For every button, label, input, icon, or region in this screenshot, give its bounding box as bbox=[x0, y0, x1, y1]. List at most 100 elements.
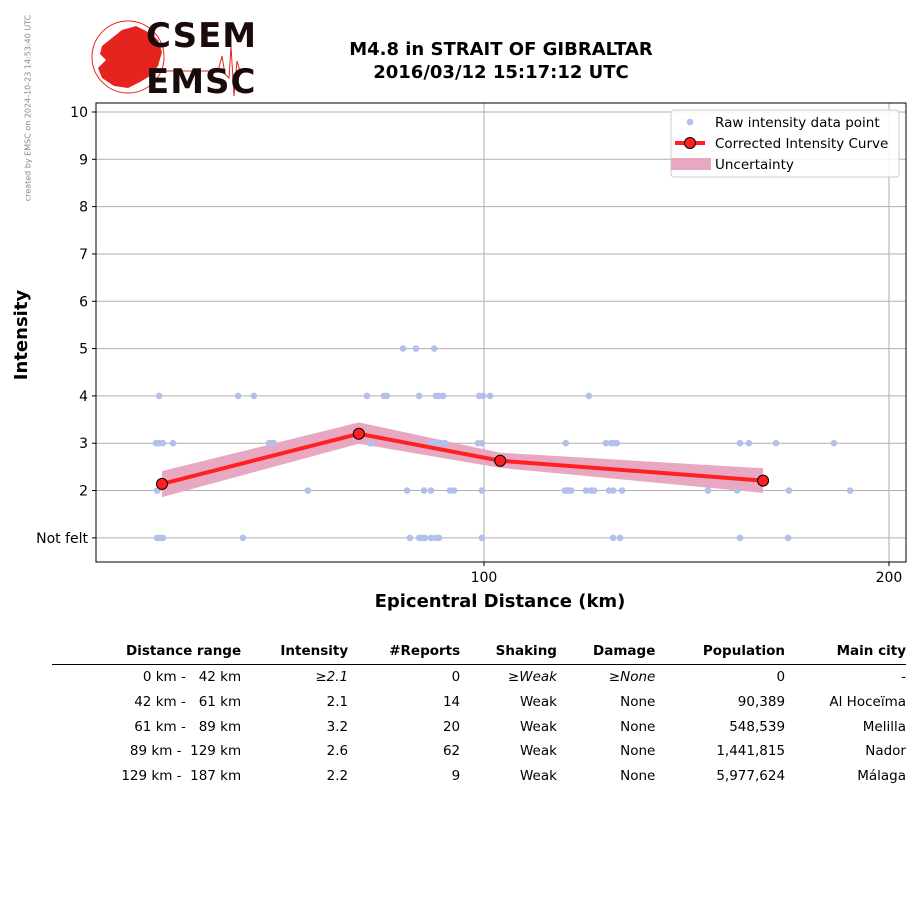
y-tick-label: 5 bbox=[79, 342, 88, 358]
emsc-logo: CSEM EMSC bbox=[88, 16, 258, 100]
raw-data-point bbox=[399, 345, 407, 352]
raw-data-point bbox=[590, 487, 598, 494]
cell-reports: 20 bbox=[442, 718, 461, 735]
cell-intensity: 2.2 bbox=[326, 768, 349, 785]
x-axis-label: Epicentral Distance (km) bbox=[375, 591, 626, 612]
raw-data-point bbox=[733, 487, 741, 494]
raw-data-point bbox=[159, 534, 167, 542]
table-body: 0 km - 42 km ≥2.1 0 ≥Weak ≥None 0 - 42 km - 61 … bbox=[52, 665, 906, 789]
curve-marker bbox=[352, 427, 365, 440]
cell-damage: None bbox=[620, 768, 656, 785]
cell-damage: None bbox=[620, 743, 656, 760]
raw-data-point bbox=[486, 392, 494, 400]
curve-marker bbox=[757, 474, 770, 487]
plot-frame bbox=[95, 102, 907, 563]
raw-data-point bbox=[420, 487, 428, 494]
intensity-chart: Not felt 2 3 4 5 6 7 8 9 10 100 200 Epicentral Dista… bbox=[11, 102, 907, 612]
legend-label: Corrected Intensity Curve bbox=[715, 136, 888, 152]
raw-data-point bbox=[155, 392, 163, 400]
raw-data-point bbox=[421, 534, 429, 542]
title-event: M4.8 in STRAIT OF GIBRALTAR bbox=[349, 39, 653, 60]
cell-shaking: ≥Weak bbox=[507, 669, 557, 686]
cell-city: Málaga bbox=[857, 768, 906, 785]
logo-text-csem: CSEM bbox=[146, 16, 258, 56]
y-tick-label: 7 bbox=[79, 247, 88, 263]
raw-data-point bbox=[439, 392, 447, 400]
raw-data-point bbox=[784, 534, 792, 542]
cell-reports: 9 bbox=[451, 768, 461, 785]
raw-data-point bbox=[830, 439, 838, 447]
legend-band-swatch bbox=[671, 158, 711, 170]
column-header: Intensity bbox=[241, 640, 349, 665]
cell-city: Nador bbox=[865, 743, 906, 760]
table-row: 42 km - 61 km 2.1 14 Weak None 90,389 Al Hoceï… bbox=[52, 690, 906, 715]
column-header: Main city bbox=[785, 640, 906, 665]
raw-data-point bbox=[363, 392, 371, 400]
cell-shaking: Weak bbox=[520, 694, 557, 711]
raw-data-point bbox=[450, 487, 458, 494]
chart-title: M4.8 in STRAIT OF GIBRALTAR 2016/03/12 1… bbox=[300, 38, 702, 84]
raw-data-point bbox=[383, 392, 391, 400]
raw-data-point bbox=[772, 439, 780, 447]
raw-data-point bbox=[562, 439, 570, 447]
raw-data-point bbox=[478, 439, 486, 447]
raw-data-point bbox=[304, 487, 312, 494]
raw-data-point bbox=[427, 487, 435, 494]
table-row: 0 km - 42 km ≥2.1 0 ≥Weak ≥None 0 - bbox=[52, 665, 906, 690]
curve-marker bbox=[494, 454, 507, 467]
raw-data-point bbox=[478, 487, 486, 494]
y-tick-label: 3 bbox=[79, 436, 88, 452]
raw-data-point bbox=[159, 439, 167, 447]
cell-population: 548,539 bbox=[729, 718, 786, 735]
raw-data-point bbox=[250, 392, 258, 400]
raw-data-point bbox=[846, 487, 854, 494]
logo-text-emsc: EMSC bbox=[146, 62, 257, 102]
corrected-intensity-curve bbox=[161, 431, 764, 486]
table-row: 89 km - 129 km 2.6 62 Weak None 1,441,815 Nado… bbox=[52, 739, 906, 764]
legend-raw-marker bbox=[686, 118, 694, 126]
table-header-row: Distance range Intensity #Reports Shaking Da… bbox=[52, 640, 906, 665]
y-tick-label: 2 bbox=[79, 484, 88, 500]
cell-city: - bbox=[901, 669, 906, 686]
raw-data-point bbox=[478, 534, 486, 542]
raw-data-point bbox=[613, 439, 621, 447]
raw-data-point bbox=[602, 439, 610, 447]
raw-data-point bbox=[412, 345, 420, 352]
raw-data-point bbox=[704, 487, 712, 494]
cell-range: 129 km - 187 km bbox=[121, 768, 242, 785]
raw-data-point bbox=[427, 534, 435, 542]
raw-data-point bbox=[239, 534, 247, 542]
y-tick-label: 4 bbox=[79, 389, 88, 405]
y-tick-label: 8 bbox=[79, 200, 88, 216]
raw-data-point bbox=[406, 534, 414, 542]
table-row: 61 km - 89 km 3.2 20 Weak None 548,539 Melilla bbox=[52, 714, 906, 739]
cell-range: 89 km - 129 km bbox=[129, 743, 242, 760]
y-axis-label: Intensity bbox=[11, 290, 32, 381]
legend-label: Raw intensity data point bbox=[715, 115, 880, 131]
cell-damage: ≥None bbox=[608, 669, 656, 686]
raw-data-point bbox=[270, 439, 278, 447]
cell-range: 61 km - 89 km bbox=[134, 718, 242, 735]
column-header: #Reports bbox=[348, 640, 461, 665]
raw-data-point bbox=[609, 534, 617, 542]
raw-data-point bbox=[785, 487, 793, 494]
raw-data-point bbox=[736, 534, 744, 542]
title-datetime: 2016/03/12 15:17:12 UTC bbox=[373, 62, 629, 83]
x-tick-label: 100 bbox=[471, 570, 498, 586]
cell-population: 5,977,624 bbox=[716, 768, 786, 785]
raw-data-point bbox=[745, 439, 753, 447]
cell-population: 0 bbox=[776, 669, 786, 686]
y-tick-label: 9 bbox=[79, 152, 88, 168]
x-tick-label: 200 bbox=[876, 570, 903, 586]
column-header: Distance range bbox=[52, 640, 242, 665]
cell-reports: 62 bbox=[442, 743, 461, 760]
cell-shaking: Weak bbox=[520, 768, 557, 785]
cell-range: 42 km - 61 km bbox=[134, 694, 242, 711]
cell-city: Al Hoceïma bbox=[829, 694, 906, 711]
raw-data-point bbox=[169, 439, 177, 447]
raw-data-point bbox=[432, 439, 440, 447]
cell-city: Melilla bbox=[862, 718, 906, 735]
raw-data-point bbox=[736, 439, 744, 447]
raw-data-point bbox=[403, 487, 411, 494]
